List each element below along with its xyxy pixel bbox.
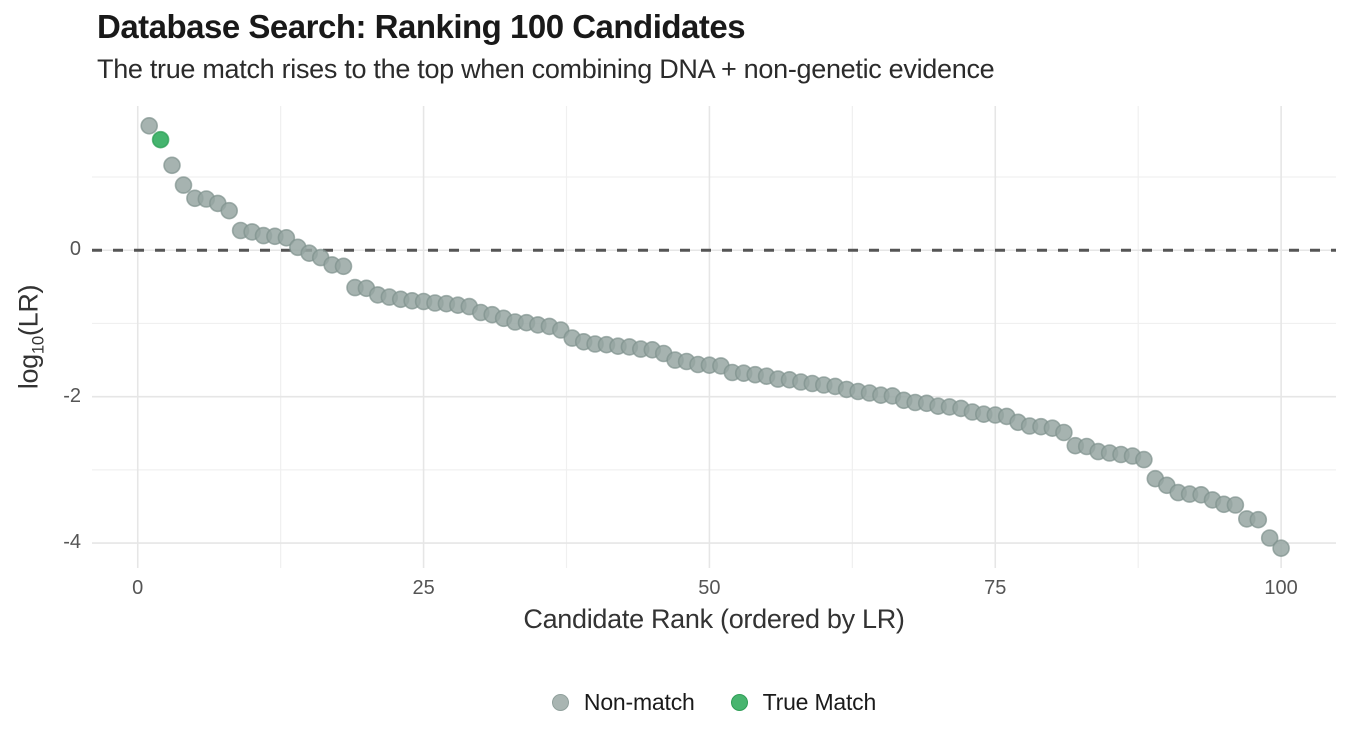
non-match-point: [1226, 496, 1245, 514]
x-axis-title: Candidate Rank (ordered by LR): [523, 604, 905, 634]
y-axis-title-rest: (LR): [13, 284, 44, 337]
non-match-dot-icon: [551, 693, 569, 711]
chart-title: Database Search: Ranking 100 Candidates: [97, 8, 746, 45]
y-tick-label: -2: [63, 384, 81, 407]
legend-item-non-match: Non-match: [551, 688, 695, 716]
x-tick-label: 25: [412, 577, 435, 599]
y-axis-title: log10(LR): [13, 285, 48, 389]
non-match-point: [1260, 529, 1279, 547]
chart-subtitle: The true match rises to the top when com…: [97, 54, 995, 84]
true-match-point: [151, 130, 170, 149]
y-axis-title-subscript: 10: [28, 336, 48, 355]
non-match-point: [1135, 450, 1153, 469]
non-match-point: [1055, 423, 1073, 442]
legend-item-true-match: True Match: [730, 688, 877, 716]
x-tick-label: 50: [698, 577, 721, 599]
x-tick-label: 75: [984, 577, 1007, 599]
non-match-point: [174, 176, 193, 194]
true-match-dot-icon: [730, 693, 748, 711]
y-tick-label: -4: [63, 531, 81, 554]
non-match-point: [1249, 510, 1268, 529]
non-match-point: [140, 117, 158, 135]
legend: Non-match True Match: [92, 686, 1336, 718]
non-match-point: [1272, 539, 1290, 558]
x-tick-label: 0: [132, 577, 144, 599]
y-axis-title-base: log: [13, 354, 44, 390]
non-match-point: [163, 156, 181, 175]
non-match-point: [334, 257, 353, 276]
non-match-point: [277, 229, 296, 247]
legend-label-true-match: True Match: [762, 688, 877, 715]
non-match-point: [220, 201, 238, 220]
y-tick-label: 0: [69, 238, 81, 261]
x-tick-label: 100: [1264, 577, 1298, 599]
legend-label-non-match: Non-match: [583, 688, 695, 715]
